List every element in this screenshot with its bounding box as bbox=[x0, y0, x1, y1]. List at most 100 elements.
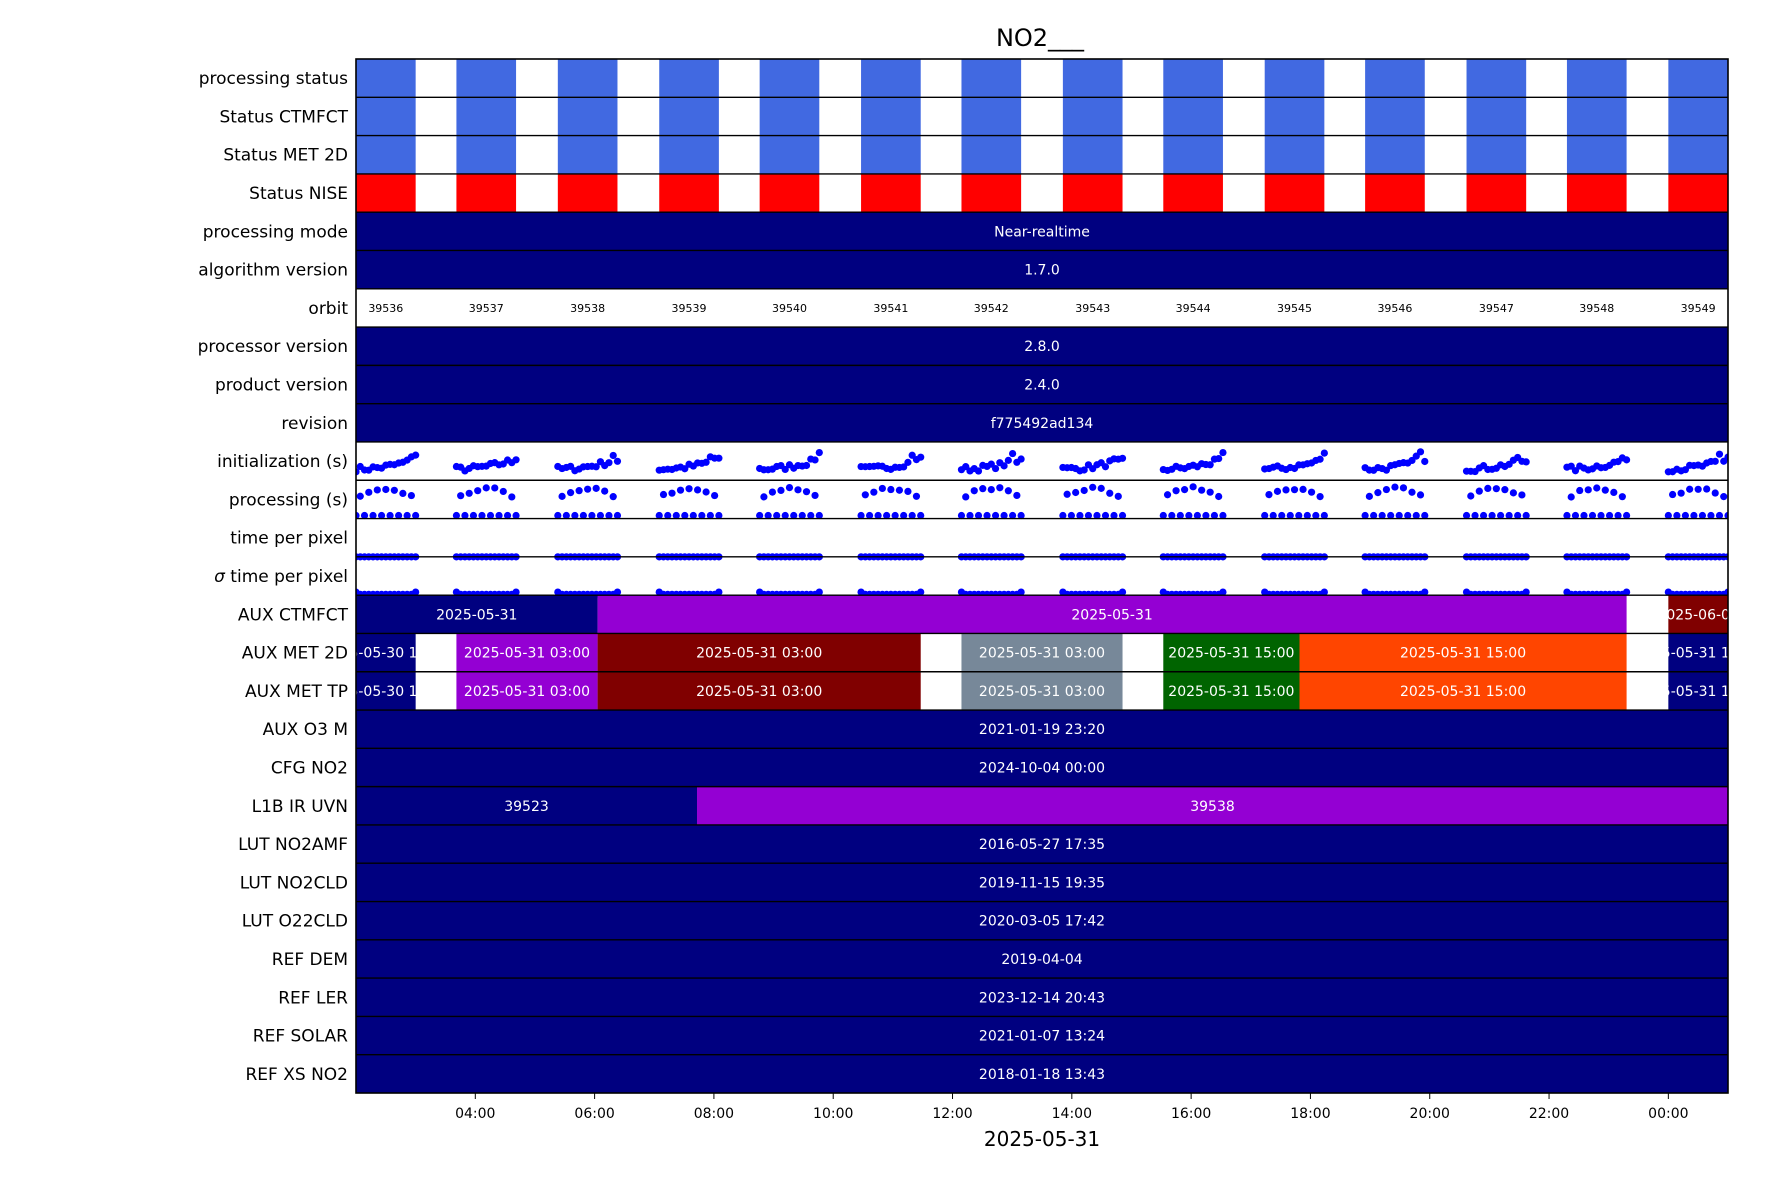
scatter-point bbox=[461, 511, 469, 520]
scatter-point bbox=[360, 511, 369, 520]
segment-label: 2025-05-31 bbox=[1071, 607, 1152, 623]
scatter-point bbox=[1118, 454, 1127, 462]
row-label: processing mode bbox=[203, 222, 348, 242]
scatter-point bbox=[1664, 511, 1672, 520]
segment-bar bbox=[356, 1016, 1728, 1055]
scatter-point bbox=[1588, 511, 1597, 520]
segment-label: 2019-04-04 bbox=[1001, 952, 1082, 968]
scatter-point bbox=[1365, 492, 1373, 500]
scatter-point bbox=[1501, 486, 1509, 494]
row-label: AUX MET 2D bbox=[242, 644, 348, 664]
scatter-point bbox=[883, 511, 891, 520]
scatter-point bbox=[904, 458, 912, 466]
segment-bar bbox=[356, 824, 1728, 864]
scatter-point bbox=[1219, 588, 1227, 596]
segment-bar bbox=[961, 671, 1123, 711]
scatter-point bbox=[1724, 511, 1728, 520]
scatter-point bbox=[1391, 483, 1399, 491]
scatter-point bbox=[601, 487, 609, 495]
scatter-point bbox=[1215, 492, 1223, 501]
segment-label: 2025-05-30 15:00 bbox=[323, 684, 449, 700]
scatter-point bbox=[715, 511, 723, 520]
status-bar bbox=[659, 97, 719, 136]
segment-bar bbox=[356, 633, 416, 672]
scatter-point bbox=[676, 486, 685, 494]
segment-label: 2025-05-31 15:00 bbox=[1400, 646, 1526, 662]
scatter-point bbox=[1076, 511, 1084, 520]
scatter-point bbox=[1462, 511, 1471, 520]
scatter-point bbox=[693, 486, 702, 494]
scatter-point bbox=[659, 490, 668, 499]
scatter-point bbox=[664, 511, 672, 520]
scatter-point bbox=[1097, 484, 1105, 492]
row-label: CFG NO2 bbox=[271, 758, 348, 778]
segment-label: 2025-05-31 03:00 bbox=[979, 684, 1105, 700]
scatter-point bbox=[356, 511, 360, 520]
status-bar bbox=[1466, 135, 1527, 174]
status-bar bbox=[1062, 59, 1123, 98]
status-bar bbox=[1668, 135, 1728, 174]
status-bar bbox=[1466, 173, 1527, 213]
scatter-point bbox=[1080, 466, 1088, 474]
row-label: REF LER bbox=[278, 988, 348, 1008]
segment-label: 2025-05-31 15:00 bbox=[1635, 684, 1761, 700]
segment-label: 2025-06-01 bbox=[1657, 607, 1738, 623]
scatter-point bbox=[562, 511, 570, 520]
segment-label: 2018-01-18 13:43 bbox=[979, 1067, 1105, 1083]
scatter-point bbox=[957, 511, 966, 520]
scatter-point bbox=[1484, 484, 1492, 493]
scatter-point bbox=[1286, 511, 1294, 520]
scatter-point bbox=[917, 511, 925, 520]
segment-bar bbox=[356, 939, 1728, 979]
status-bar bbox=[759, 135, 820, 174]
orbit-label: 39539 bbox=[672, 302, 707, 315]
status-bar bbox=[1062, 97, 1123, 136]
segment-label: 2.4.0 bbox=[1024, 378, 1060, 394]
status-bar bbox=[961, 97, 1022, 136]
scatter-point bbox=[382, 485, 390, 494]
status-bar bbox=[861, 135, 921, 174]
scatter-point bbox=[1576, 486, 1584, 495]
row-label: REF XS NO2 bbox=[246, 1065, 349, 1085]
scatter-point bbox=[908, 511, 916, 520]
row-label: AUX CTMFCT bbox=[238, 605, 349, 625]
scatter-point bbox=[592, 484, 600, 492]
scatter-point bbox=[1681, 511, 1689, 520]
row-label: Status MET 2D bbox=[223, 146, 348, 166]
scatter-point bbox=[1605, 511, 1614, 520]
scatter-point bbox=[356, 492, 364, 500]
scatter-point bbox=[857, 511, 865, 520]
scatter-point bbox=[1106, 489, 1114, 497]
scatter-point bbox=[798, 511, 806, 520]
scatter-point bbox=[1488, 511, 1496, 520]
segment-bar bbox=[356, 748, 1728, 787]
scatter-point bbox=[970, 487, 978, 495]
scatter-point bbox=[1017, 588, 1025, 596]
status-bar bbox=[557, 173, 618, 213]
scatter-point bbox=[1593, 484, 1601, 492]
status-bar bbox=[557, 135, 618, 174]
scatter-point bbox=[811, 456, 819, 464]
x-tick-label: 00:00 bbox=[1648, 1106, 1688, 1122]
scatter-point bbox=[1202, 511, 1210, 520]
scatter-point bbox=[609, 493, 617, 501]
segment-bar bbox=[356, 212, 1728, 251]
row-label: σ time per pixel bbox=[214, 567, 348, 587]
scatter-point bbox=[1017, 455, 1025, 463]
scatter-point bbox=[1614, 511, 1622, 520]
status-bar bbox=[1163, 135, 1223, 174]
segment-bar bbox=[1299, 633, 1627, 672]
segment-bar bbox=[356, 595, 598, 634]
scatter-point bbox=[1000, 462, 1008, 470]
scatter-point bbox=[491, 484, 499, 492]
scatter-point bbox=[1282, 486, 1290, 494]
status-bar bbox=[759, 59, 820, 98]
segment-bar bbox=[356, 403, 1728, 442]
scatter-point bbox=[399, 489, 407, 498]
scatter-point bbox=[1316, 492, 1324, 501]
status-bar bbox=[557, 59, 618, 98]
orbit-label: 39547 bbox=[1479, 302, 1514, 315]
segment-label: 2016-05-27 17:35 bbox=[979, 837, 1105, 853]
scatter-point bbox=[1622, 588, 1631, 596]
segment-bar bbox=[356, 1054, 1728, 1093]
